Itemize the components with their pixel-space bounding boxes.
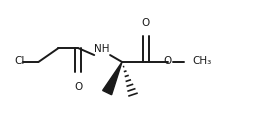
Text: CH₃: CH₃ [193,56,212,66]
Text: Cl: Cl [15,56,25,66]
Text: NH: NH [94,44,110,54]
Text: O: O [74,82,82,92]
Text: O: O [164,56,172,66]
Text: O: O [142,18,150,28]
Polygon shape [103,62,122,95]
